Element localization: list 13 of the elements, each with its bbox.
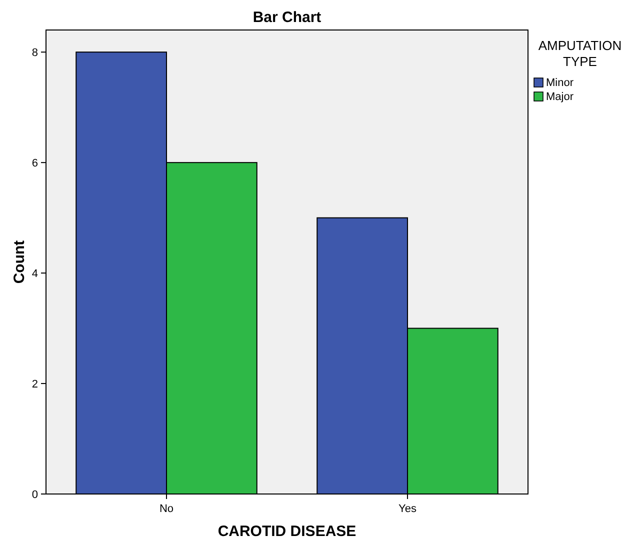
chart-title: Bar Chart [252, 9, 322, 26]
y-tick-label: 6 [32, 157, 38, 170]
y-tick-label: 0 [32, 488, 38, 501]
y-tick-label: 8 [32, 46, 38, 59]
y-axis-title: Count [11, 240, 28, 284]
x-tick-label: Yes [398, 503, 417, 515]
legend-label: Major [546, 91, 574, 103]
y-tick-label: 2 [32, 378, 38, 390]
legend-label: Minor [546, 77, 574, 89]
x-axis-title: CAROTID DISEASE [218, 523, 356, 540]
y-tick-label: 4 [32, 268, 38, 280]
legend-title: AMPUTATION TYPE [538, 38, 622, 69]
x-tick-label: No [159, 503, 174, 515]
